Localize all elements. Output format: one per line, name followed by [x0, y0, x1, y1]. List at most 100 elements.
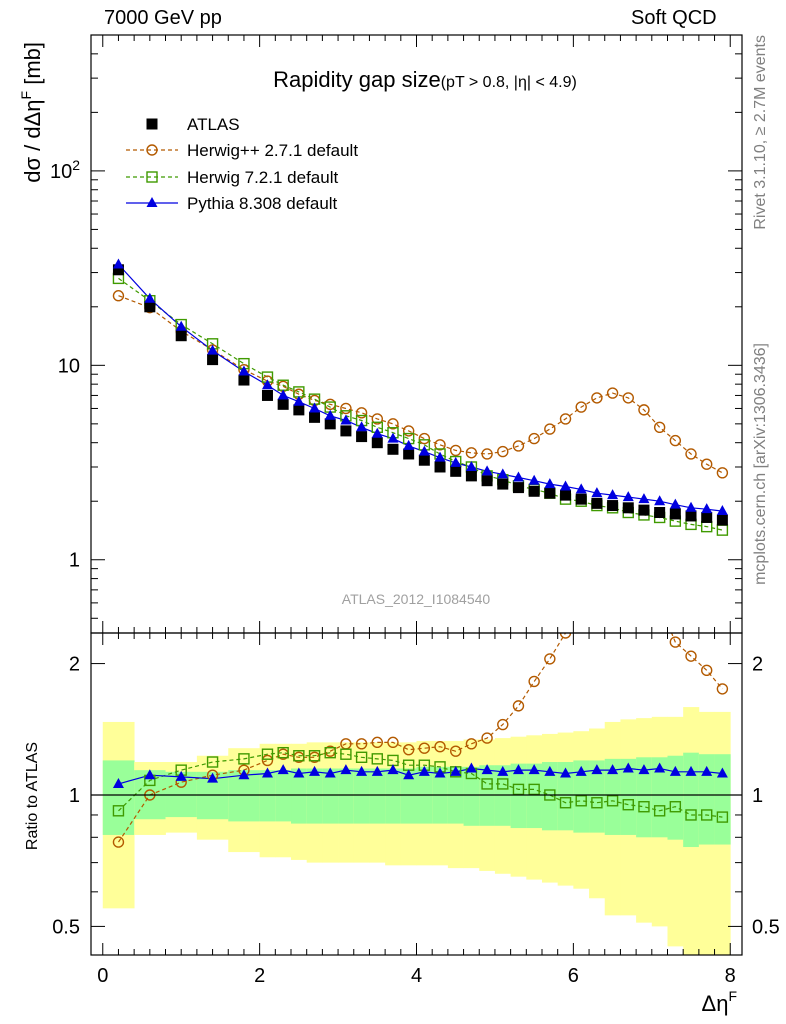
top-atlas-point: [340, 425, 352, 437]
ratio-pythia-8-308-default-point: [261, 767, 273, 778]
top-herwigpppp-2-7-1-default-point: [528, 432, 540, 445]
top-atlas-point: [112, 264, 124, 276]
ratio-herwig-7-2-1-default-point: [559, 797, 572, 809]
top-atlas-point: [450, 465, 462, 477]
top-atlas-point: [371, 437, 383, 449]
top-herwigpppp-2-7-1-default-point: [434, 439, 446, 451]
x-tick-label: 4: [411, 965, 422, 987]
top-herwigpppp-2-7-1-default-point: [575, 401, 587, 413]
ratio-pythia-8-308-default-point: [340, 764, 352, 775]
top-y-axis-label-a: dσ / dΔη: [20, 99, 45, 182]
ratio-pythia-8-308-default-point: [207, 772, 219, 783]
top-pythia-8-308-default-point: [560, 480, 572, 491]
top-pythia-8-308-default-point: [591, 487, 603, 498]
ratio-herwig-7-2-1-default-point: [324, 746, 336, 759]
legend-herwigpppp-2-7-1-default-label: Herwig++ 2.7.1 default: [187, 141, 358, 160]
top-atlas-point: [465, 470, 477, 482]
ratio-y-tick-label-right: 2: [752, 654, 763, 676]
mcplots-reference-text: mcplots.cern.ch [arXiv:1306.3436]: [752, 343, 769, 585]
ratio-herwigpppp-2-7-1-default-point: [655, 599, 665, 609]
band-inner-bin: [291, 768, 308, 824]
top-atlas-point: [638, 504, 650, 516]
top-pythia-8-308-default-point: [450, 456, 462, 467]
band-inner-bin: [714, 754, 731, 845]
top-y-axis-label: dσ / dΔηF [mb]: [18, 42, 45, 183]
band-inner-bin: [275, 770, 292, 822]
band-inner-bin: [369, 768, 386, 824]
ratio-pythia-8-308-default-point: [497, 765, 509, 776]
band-inner-bin: [510, 763, 527, 829]
ratio-herwigpppp-2-7-1-default-point: [465, 738, 478, 750]
top-atlas-point: [238, 374, 250, 386]
ratio-herwigpppp-2-7-1-default-point: [418, 742, 431, 754]
ratio-herwigpppp-2-7-1-default-point: [608, 537, 618, 547]
band-inner-bin: [259, 770, 276, 822]
ratio-pythia-8-308-default-point: [324, 767, 336, 778]
ratio-pythia-8-308-default-point: [716, 767, 728, 778]
top-herwigpppp-2-7-1-default-point: [544, 423, 556, 435]
top-herwigpppp-2-7-1-default-point: [450, 444, 462, 457]
top-curves: [118, 264, 723, 531]
top-atlas-point: [560, 489, 572, 501]
top-pythia-8-308-default-point: [716, 505, 728, 516]
band-inner-bin: [589, 760, 606, 833]
ratio-pythia-8-308-default-point: [450, 765, 462, 776]
top-atlas-point: [622, 502, 634, 514]
ratio-pythia-8-308-default-point: [638, 764, 650, 775]
band-inner-bin: [636, 757, 653, 838]
ratio-herwig-7-2-1-default-point: [512, 783, 525, 796]
legend-herwig-7-2-1-default-marker: [146, 171, 158, 183]
ratio-herwig-7-2-1-default-point: [481, 778, 493, 790]
top-pythia-8-308-default-point: [575, 483, 587, 494]
top-atlas-point: [701, 511, 713, 523]
ratio-pythia-8-308-default-point: [685, 765, 697, 776]
top-herwigpppp-2-7-1-default-point: [559, 413, 572, 425]
legend-atlas-label: ATLAS: [187, 115, 240, 134]
ratio-pythia-8-308-default-point: [403, 769, 415, 780]
band-inner-bin: [683, 752, 700, 848]
ratio-pythia-8-308-default-point: [112, 777, 124, 788]
ratio-herwigpppp-2-7-1-default-point: [716, 683, 729, 695]
top-herwigpppp-2-7-1-default-point: [465, 447, 478, 459]
top-y-tick-base: 10: [50, 161, 72, 183]
ratio-pythia-8-308-default-point: [418, 765, 430, 776]
top-pythia-8-308-default-point: [669, 498, 681, 509]
ratio-y-axis-label: Ratio to ATLAS: [24, 742, 41, 850]
top-y-tick-label: 10: [58, 355, 80, 377]
band-inner-bin: [620, 758, 637, 835]
top-atlas-point: [654, 506, 666, 518]
top-y-tick-label: 102: [50, 157, 80, 183]
top-atlas-point: [277, 398, 289, 410]
top-herwigpppp-2-7-1-default-point: [418, 432, 431, 445]
ratio-herwig-7-2-1-default-point: [308, 750, 321, 762]
top-pythia-8-308-default-point: [481, 465, 493, 476]
ratio-pythia-8-308-default-point: [293, 767, 305, 778]
band-inner-bin: [353, 768, 370, 824]
analysis-watermark: ATLAS_2012_I1084540: [342, 591, 491, 607]
band-inner-bin: [541, 762, 559, 831]
ratio-herwigpppp-2-7-1-default-point: [623, 543, 633, 553]
ratio-herwig-7-2-1-default-point: [701, 809, 713, 821]
top-herwigpppp-2-7-1-default-point: [112, 290, 125, 302]
ratio-herwig-7-2-1-default-point: [669, 801, 682, 813]
top-pythia-8-308-default-point: [238, 365, 250, 376]
ratio-herwig-7-2-1-default-point: [685, 809, 697, 821]
ratio-pythia-8-308-default-point: [481, 764, 493, 775]
top-pythia-8-308-default-point: [544, 478, 556, 489]
ratio-herwigpppp-2-7-1-default-point: [576, 583, 586, 593]
top-herwigpppp-2-7-1-default-line: [118, 295, 723, 474]
x-tick-label: 0: [97, 965, 108, 987]
top-atlas-point: [716, 514, 728, 526]
top-y-tick-label: 1: [69, 550, 80, 572]
ratio-herwigpppp-2-7-1-default-point: [669, 636, 682, 648]
ratio-y-tick-label-right: 1: [752, 785, 763, 807]
top-herwigpppp-2-7-1-default-point: [716, 467, 729, 479]
top-herwigpppp-2-7-1-default-point: [340, 402, 352, 415]
ratio-herwigpppp-2-7-1-default-point: [387, 736, 399, 749]
top-atlas-point: [324, 418, 336, 430]
top-herwigpppp-2-7-1-default-point: [638, 404, 650, 416]
top-herwigpppp-2-7-1-default-point: [355, 407, 368, 419]
ratio-pythia-8-308-default-point: [544, 765, 556, 776]
ratio-herwig-7-2-1-default-point: [638, 801, 650, 813]
